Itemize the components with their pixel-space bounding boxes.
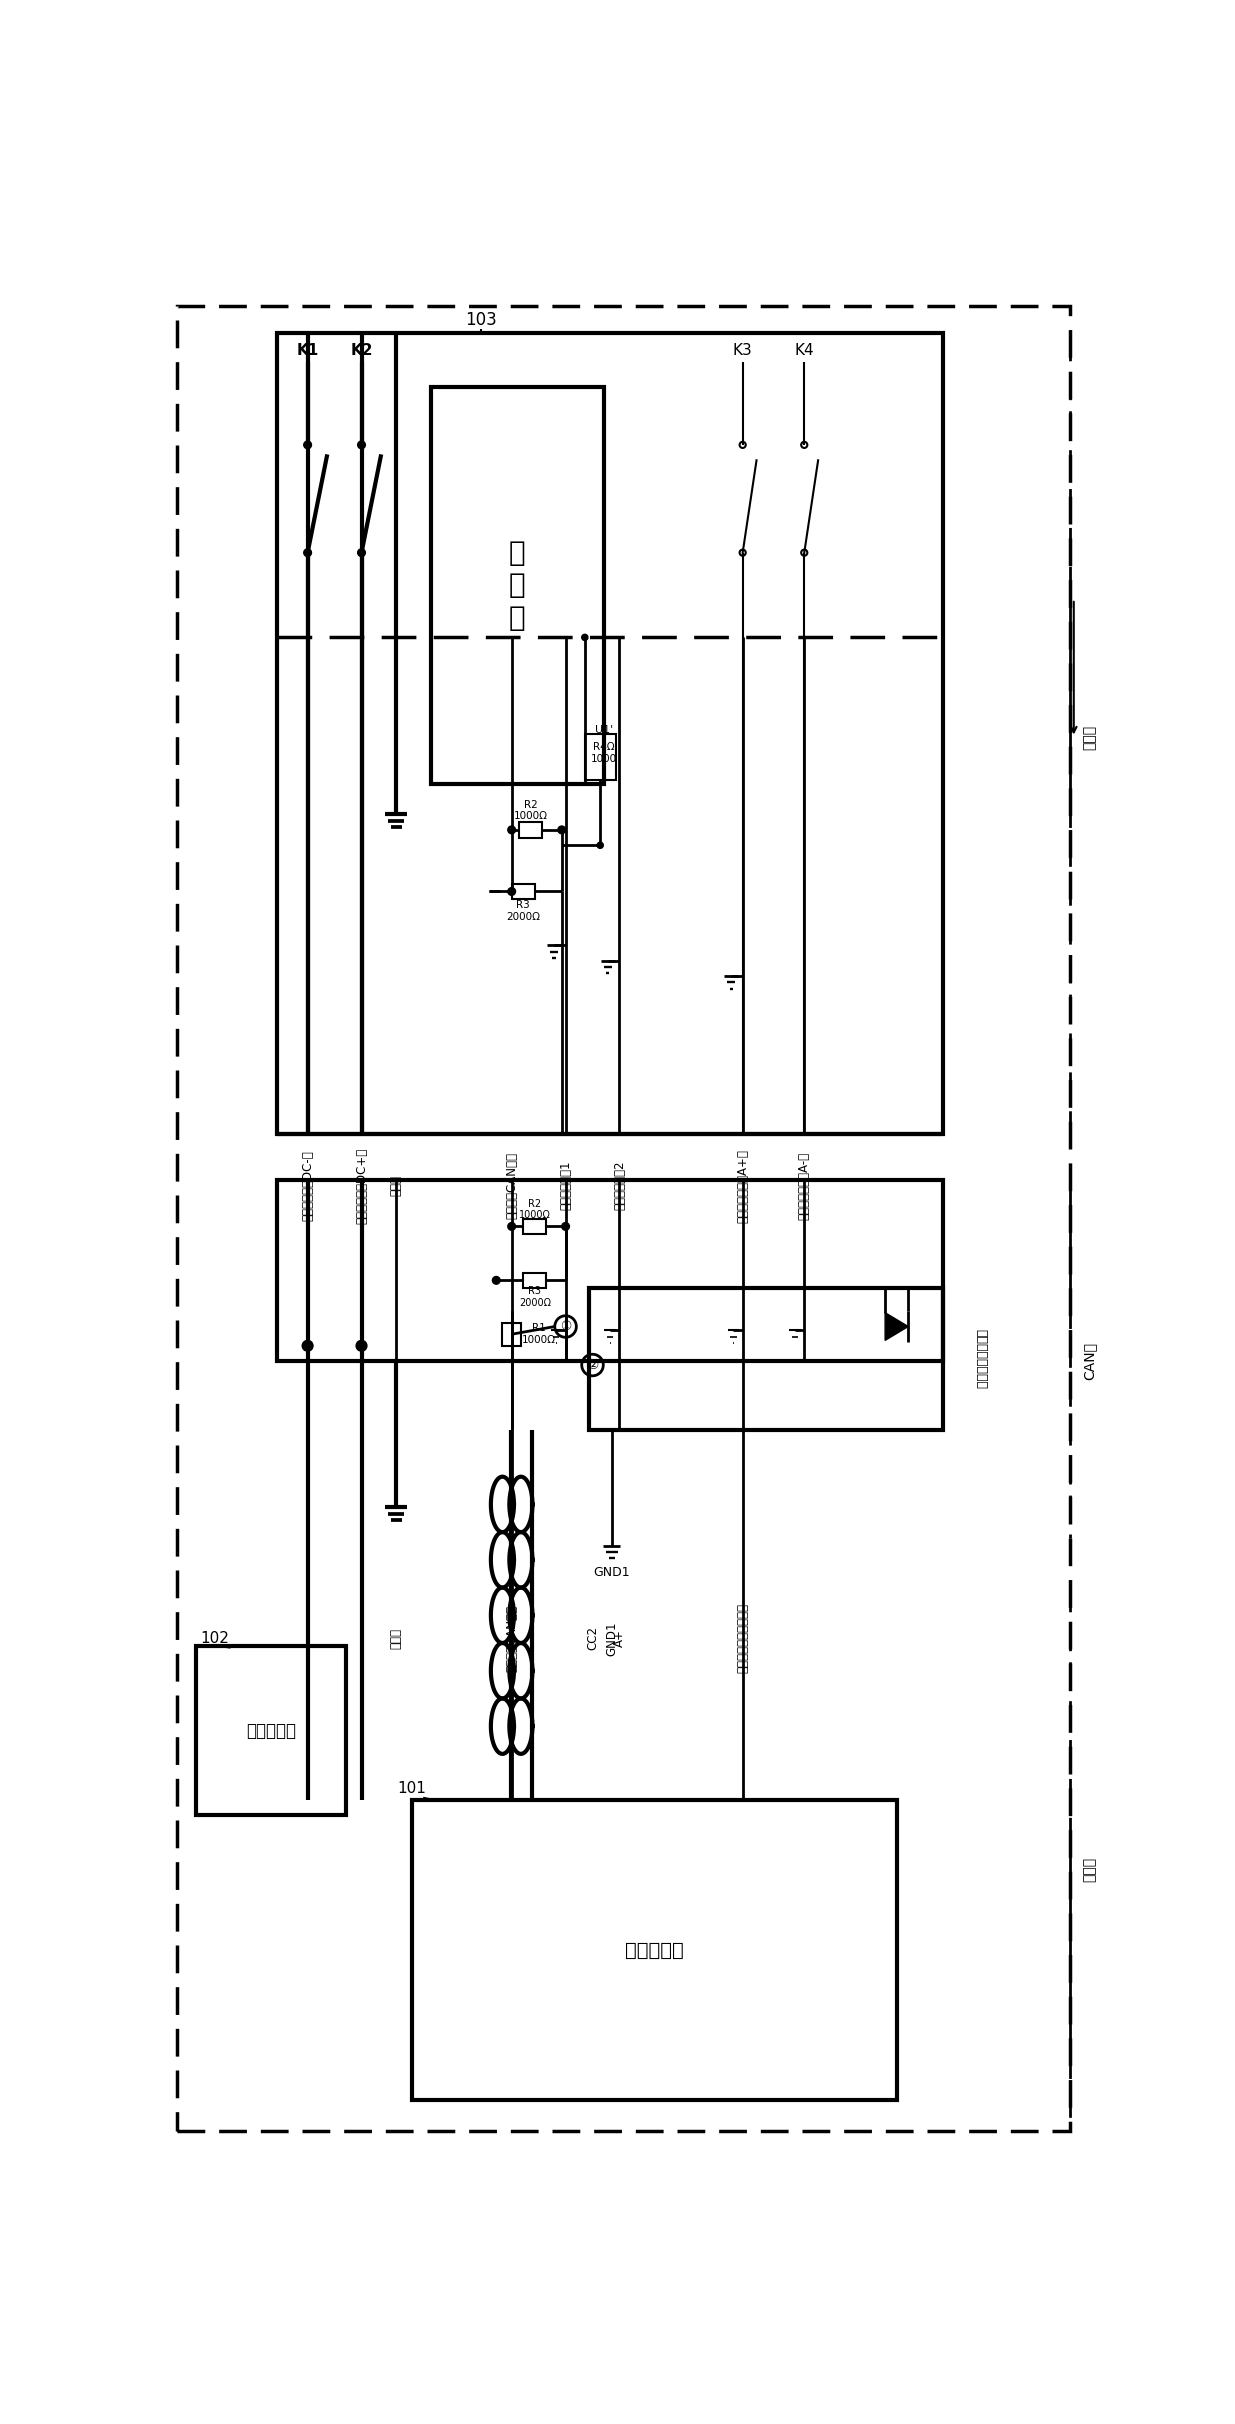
Text: 逆
变
器: 逆 变 器	[509, 538, 526, 633]
Circle shape	[304, 441, 311, 448]
Text: R1
1000Ω: R1 1000Ω	[521, 1324, 556, 1345]
Text: K1: K1	[296, 344, 319, 359]
Circle shape	[303, 1340, 312, 1350]
Text: R4Ω
1000: R4Ω 1000	[592, 742, 618, 764]
Text: 直流充电CAN通讯: 直流充电CAN通讯	[505, 1151, 519, 1219]
Text: 车辆直流充电温度信号: 车辆直流充电温度信号	[736, 1602, 750, 1673]
Text: R3
2000Ω: R3 2000Ω	[519, 1287, 551, 1309]
Circle shape	[508, 827, 515, 834]
Circle shape	[508, 1222, 515, 1231]
Text: 高压线: 高压线	[1082, 1857, 1097, 1881]
Bar	[589, 1287, 942, 1430]
Text: 低压辅助电源（A+）: 低压辅助电源（A+）	[736, 1149, 750, 1222]
Text: 直流充电CAN通讯: 直流充电CAN通讯	[505, 1605, 519, 1673]
Circle shape	[358, 441, 366, 448]
Bar	[503, 1324, 521, 1345]
Text: R2
1000Ω: R2 1000Ω	[519, 1200, 551, 1219]
Circle shape	[558, 827, 566, 834]
Circle shape	[582, 635, 588, 640]
Bar	[520, 822, 542, 839]
Text: 低压线: 低压线	[1082, 725, 1097, 749]
Text: K2: K2	[351, 344, 373, 359]
Circle shape	[508, 887, 515, 894]
Text: R3
2000Ω: R3 2000Ω	[506, 899, 540, 921]
Bar	[431, 388, 604, 783]
Circle shape	[493, 1277, 500, 1285]
Text: U1': U1'	[595, 725, 614, 734]
Text: 底盘地: 底盘地	[390, 1176, 403, 1195]
Bar	[277, 332, 942, 1134]
Text: GND1: GND1	[605, 1622, 619, 1656]
Text: ①: ①	[559, 1321, 571, 1333]
Bar	[524, 1219, 546, 1234]
Text: 102: 102	[201, 1631, 230, 1646]
Text: ②: ②	[587, 1357, 598, 1372]
Text: 底盘地: 底盘地	[390, 1629, 403, 1648]
Text: 整车控制器: 整车控制器	[625, 1942, 683, 1959]
Bar	[277, 1180, 942, 1362]
Text: R2
1000Ω: R2 1000Ω	[514, 800, 548, 822]
Circle shape	[304, 548, 311, 558]
Text: 低压辅助电源（A-）: 低压辅助电源（A-）	[798, 1151, 810, 1219]
Text: K4: K4	[794, 344, 814, 359]
Text: 直流电源负（DC-）: 直流电源负（DC-）	[301, 1151, 314, 1222]
Text: 101: 101	[398, 1782, 426, 1796]
Bar	[411, 1801, 897, 2099]
Text: 车辆直流充电接口: 车辆直流充电接口	[974, 1328, 988, 1389]
Text: 动力电池包: 动力电池包	[246, 1721, 296, 1740]
Bar	[511, 885, 535, 899]
Text: 充电连接确认2: 充电连接确认2	[613, 1161, 626, 1210]
Text: GND1: GND1	[594, 1566, 630, 1580]
Text: 103: 103	[466, 310, 496, 330]
Bar	[524, 1273, 546, 1287]
Circle shape	[356, 1340, 367, 1350]
Circle shape	[358, 548, 366, 558]
Text: K3: K3	[732, 344, 752, 359]
Text: A+: A+	[613, 1629, 626, 1648]
Text: CC2: CC2	[587, 1627, 599, 1651]
Bar	[585, 734, 615, 781]
Polygon shape	[885, 1314, 908, 1340]
Circle shape	[598, 841, 603, 848]
Text: CAN线: CAN线	[1082, 1343, 1097, 1379]
Circle shape	[562, 1222, 569, 1231]
Bar	[196, 1646, 346, 1816]
Text: 直流电源正（DC+）: 直流电源正（DC+）	[354, 1147, 368, 1224]
Text: 充电连接确认1: 充电连接确认1	[559, 1161, 572, 1210]
